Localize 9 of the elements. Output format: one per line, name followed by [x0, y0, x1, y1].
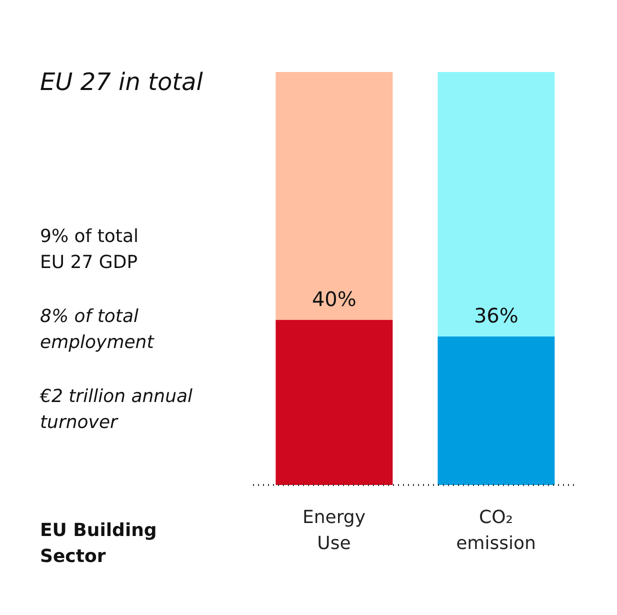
text: EU Building Sector	[40, 519, 158, 569]
x-tick-label: Energy Use	[302, 507, 366, 554]
data-label: 36%	[474, 303, 518, 328]
text: 8% of total employment	[40, 305, 156, 355]
text: €2 trillion annual turnover	[40, 385, 194, 435]
text: 9% of total EU 27 GDP	[40, 225, 140, 275]
chart-title: EU 27 in total	[40, 68, 203, 96]
data-label: 40%	[312, 286, 356, 311]
x-tick-label: CO₂ emission	[456, 507, 536, 554]
